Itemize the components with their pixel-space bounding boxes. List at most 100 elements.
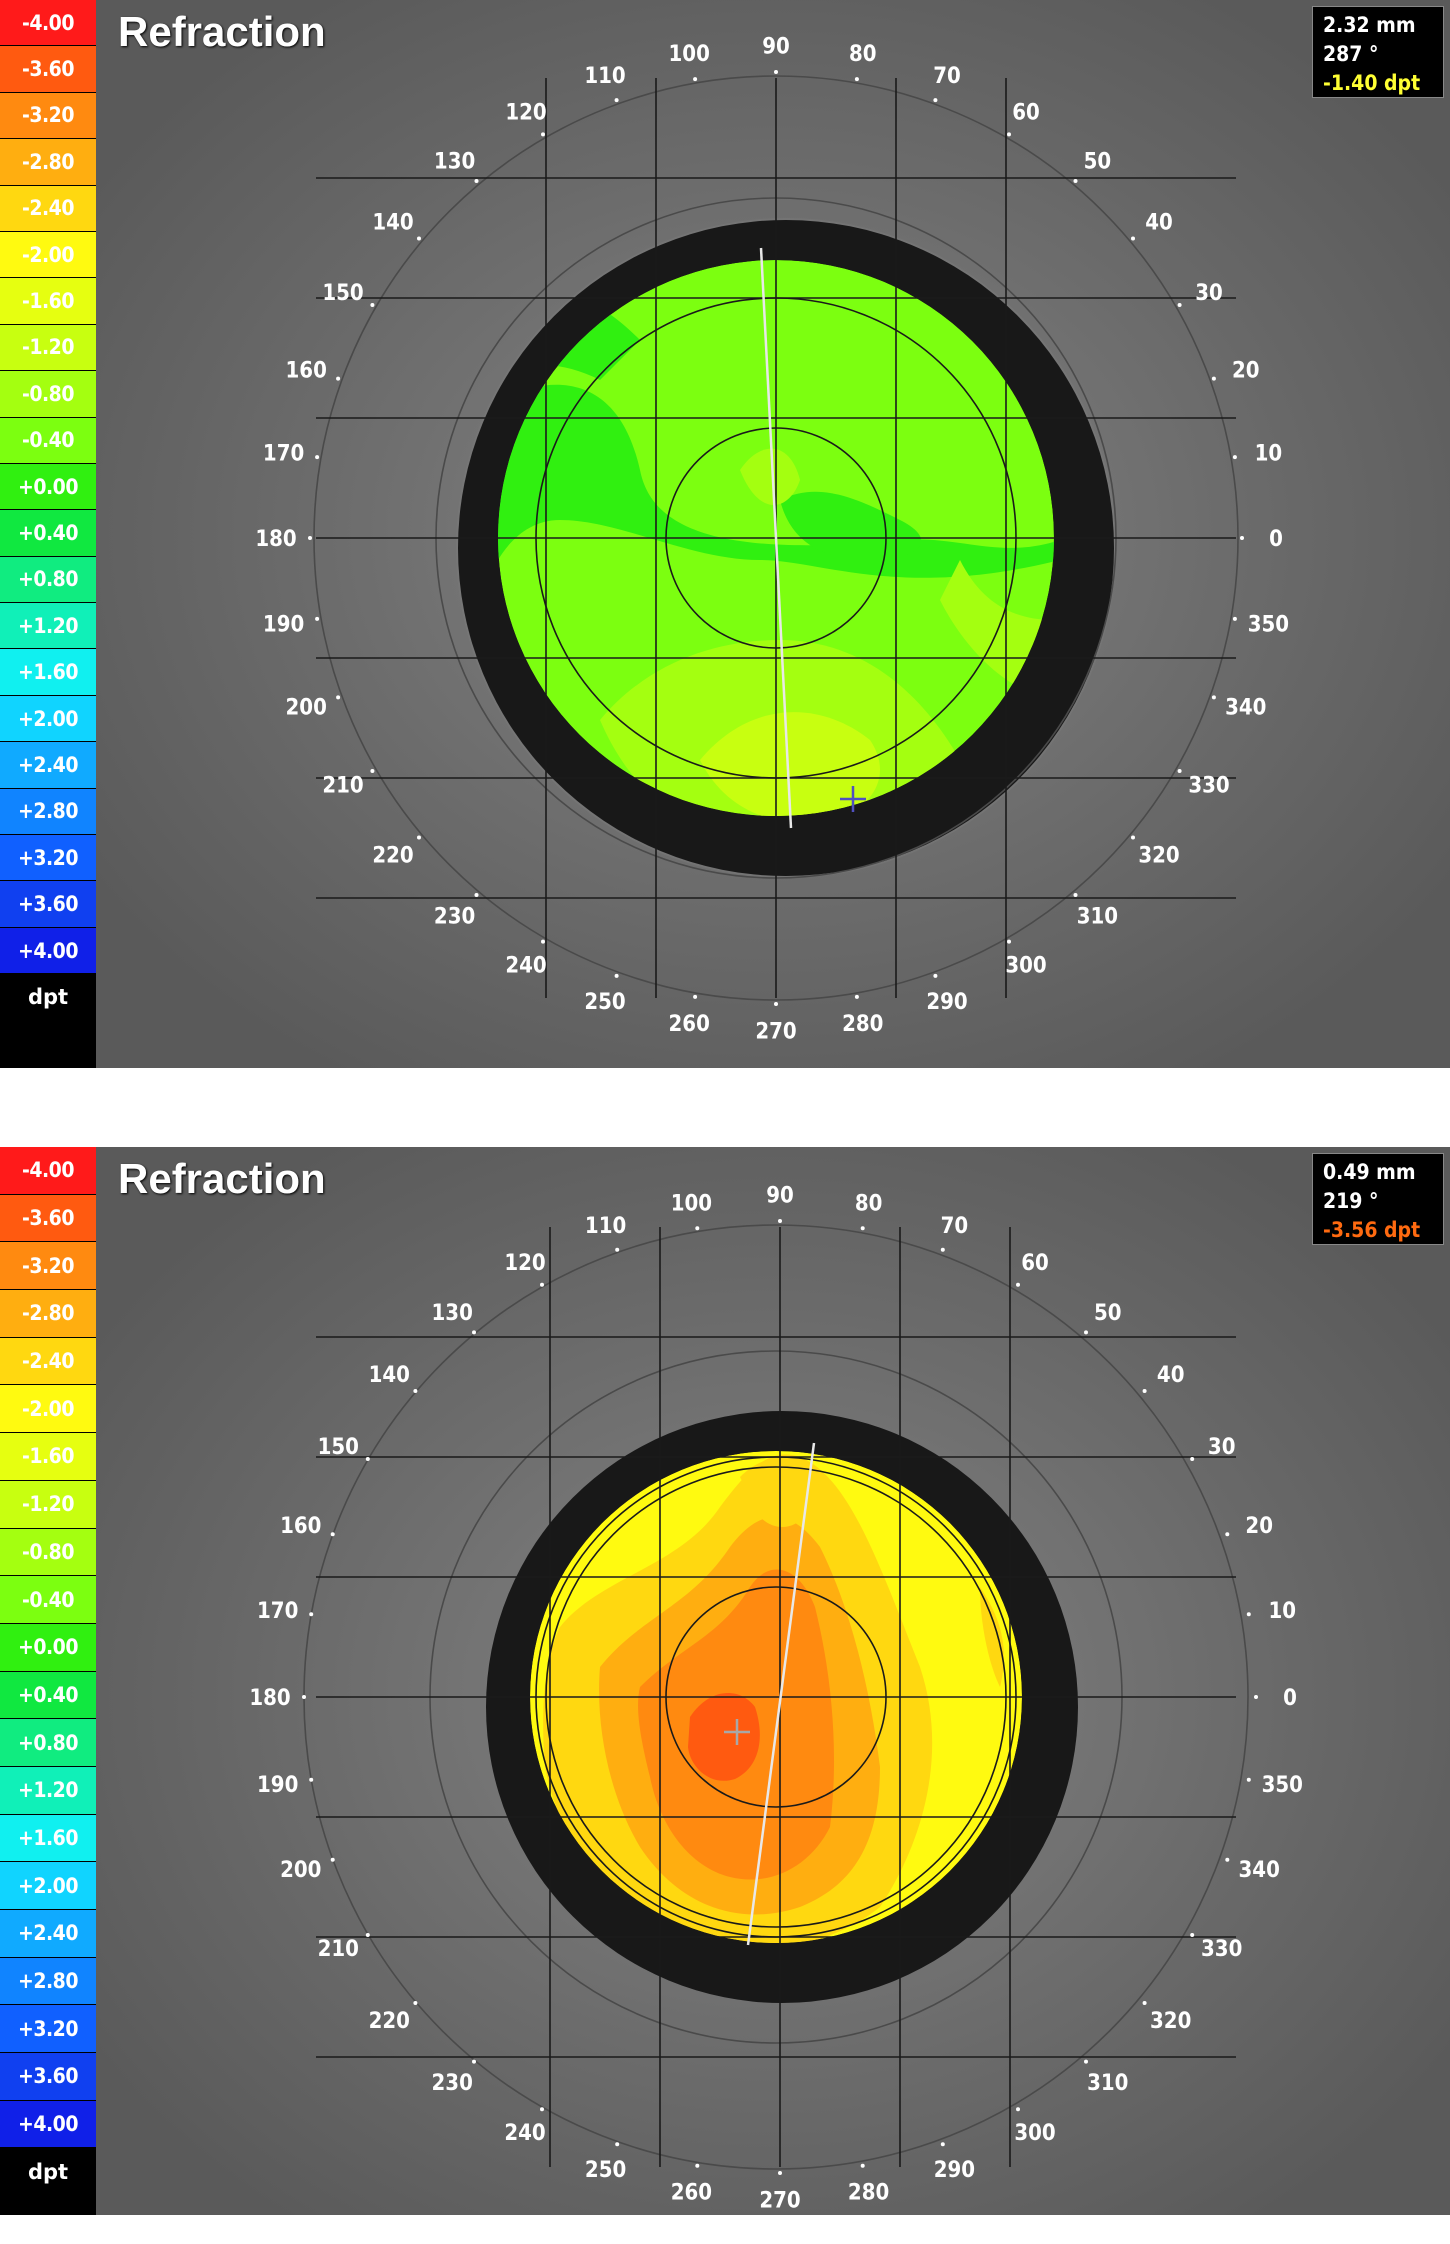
refraction-map-1[interactable]: 0 10 20 30 40 50 60 70 80 90 100 110 120 130 140 150 160… [0,0,1450,1068]
angle-tick [615,1247,620,1252]
angle-tick [1131,835,1135,840]
angle-label: 190 [257,1773,298,1798]
angle-label: 10 [1255,442,1283,467]
angle-label: 240 [505,954,546,979]
cursor-cross-icon[interactable] [840,786,866,812]
legend-swatch: -1.60 [0,278,96,325]
angle-tick [1084,2059,1088,2064]
angle-tick [1190,1457,1195,1461]
legend-swatch: -3.20 [0,92,96,140]
angle-tick [1007,132,1011,137]
angle-tick [370,769,375,773]
angle-label: 210 [318,1937,359,1962]
angle-label: 110 [584,64,625,89]
polar-grid [303,1224,1249,2170]
color-scale-legend: -4.00 -3.60 -3.20 -2.80 -2.40 -2.00 -1.60 -1.20… [0,0,96,1068]
angle-label: 340 [1225,695,1266,720]
angle-label: 330 [1201,1937,1242,1962]
angle-label: 300 [1014,2121,1055,2146]
legend-unit-label: dpt [27,985,69,1010]
legend-swatch: -4.00 [0,0,96,47]
angle-tick [336,376,341,381]
legend-swatch: +0.40 [0,510,96,557]
angle-label: 0 [1283,1686,1297,1711]
angle-tick [1254,1695,1258,1699]
angle-label: 320 [1150,2009,1191,2034]
angle-tick [330,1857,335,1862]
angle-tick [541,939,545,944]
angle-tick [1246,1777,1251,1782]
legend-swatch: +0.00 [0,463,96,511]
angle-label: 30 [1195,281,1223,306]
angle-label: 0 [1269,527,1283,552]
angle-label: 140 [369,1363,410,1388]
angle-label: 300 [1005,954,1046,979]
angle-tick [940,2142,945,2147]
legend-swatch: -4.00 [0,1147,96,1195]
angle-tick [370,303,375,307]
readout-power: -3.56 dpt [1323,1218,1421,1242]
angle-label: 80 [855,1191,883,1216]
angle-tick [540,1282,544,1287]
angle-tick [1177,769,1182,773]
angle-label: 230 [434,904,475,929]
angle-label: 150 [322,281,363,306]
angle-tick [417,236,421,241]
angle-label: 310 [1077,904,1118,929]
legend-swatch: +1.20 [0,603,96,650]
legend-swatch: -0.80 [0,371,96,418]
legend-swatch: +2.00 [0,695,96,743]
angle-tick [1177,303,1182,307]
legend-swatch: -2.40 [0,1337,96,1386]
angle-label: 120 [504,1251,545,1276]
refraction-map-2[interactable]: 0 10 20 30 40 50 60 70 80 90 100 110 120 130 140 150 160… [0,1147,1450,2215]
angle-label: 260 [671,2181,712,2206]
legend-swatch: +2.40 [0,742,96,789]
legend-swatch: +3.20 [0,2005,96,2054]
readout-angle: 219 ° [1323,1189,1379,1213]
angle-label: 150 [318,1435,359,1460]
angle-label: 130 [434,150,475,175]
angle-tick [315,616,320,621]
legend-swatch: -3.20 [0,1242,96,1291]
angle-label: 250 [585,2158,626,2183]
angle-tick [774,70,778,74]
angle-tick [1007,939,1011,944]
readout-angle: 287 ° [1323,42,1379,66]
angle-label: 240 [504,2121,545,2146]
angle-label: 230 [432,2071,473,2096]
legend-swatch: +1.20 [0,1766,96,1815]
angle-tick [615,2142,620,2147]
angle-tick [1073,893,1078,897]
legend-swatch: +0.00 [0,1623,96,1672]
meridian-line [759,247,793,829]
angle-tick [1240,536,1244,540]
angle-tick [860,2163,865,2168]
angle-label: 170 [263,442,304,467]
cursor-cross-icon[interactable] [724,1719,750,1745]
angle-tick [693,77,698,82]
angle-label: 270 [759,2188,800,2213]
legend-swatch: -2.00 [0,1385,96,1434]
angle-tick [417,835,421,840]
angle-tick [330,1532,335,1537]
angle-label: 350 [1262,1773,1303,1798]
angle-tick [1073,179,1078,183]
angle-label: 10 [1269,1599,1297,1624]
angle-tick [774,1002,778,1006]
angle-label: 260 [669,1012,710,1037]
angle-label: 280 [842,1012,883,1037]
angle-tick [1016,2107,1020,2112]
angle-label: 40 [1157,1363,1185,1388]
angle-label: 90 [762,35,790,60]
angle-tick [854,994,859,999]
angle-label: 40 [1145,210,1173,235]
angle-tick [309,1777,314,1782]
color-scale-legend: -4.00 -3.60 -3.20 -2.80 -2.40 -2.00 -1.60 -1.20… [0,1147,96,2215]
legend-swatch: +2.80 [0,788,96,836]
cursor-readout: 2.32 mm 287 ° -1.40 dpt [1312,6,1444,98]
angle-label: 160 [280,1514,321,1539]
angle-label: 160 [286,359,327,384]
angle-tick [854,77,859,82]
angle-tick [1142,2001,1147,2005]
